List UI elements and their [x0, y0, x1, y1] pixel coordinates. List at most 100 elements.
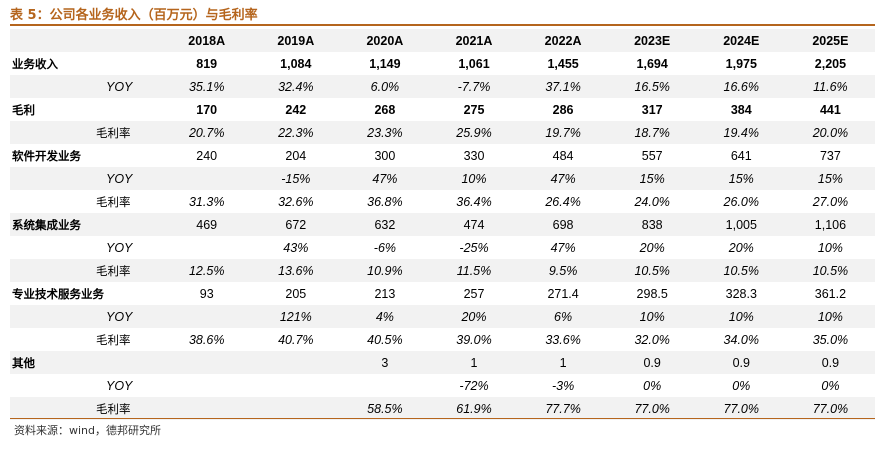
- table-cell: 10.5%: [785, 259, 875, 282]
- table-cell: 2,205: [814, 56, 847, 71]
- table-cell: 47%: [340, 167, 430, 190]
- table-cell: 361.2: [814, 286, 847, 301]
- table-cell: 61.9%: [429, 397, 519, 420]
- table-cell: 15%: [607, 167, 697, 190]
- table-cell: 27.0%: [812, 194, 849, 209]
- table-cell: 33.6%: [545, 332, 581, 347]
- table-cell: -72%: [459, 378, 489, 393]
- table-cell: 34.0%: [723, 332, 759, 347]
- table-cell: 213: [374, 286, 396, 301]
- table-row: YOY 121% 4% 20% 6% 10% 10% 10%: [10, 305, 875, 328]
- header-cell-blank: [10, 29, 163, 52]
- table-cell: 77.0%: [785, 397, 875, 420]
- table-cell: 1,149: [369, 56, 401, 71]
- table-cell: 672: [251, 213, 341, 236]
- row-label: YOY: [106, 240, 133, 255]
- table-cell: -15%: [251, 167, 341, 190]
- table-cell: 1: [429, 351, 519, 374]
- table-row: 软件开发业务 240 204 300 330 484 557 641 737: [10, 144, 875, 167]
- table-cell: 43%: [283, 240, 309, 255]
- table-row: 毛利率 31.3% 32.6% 36.8% 36.4% 26.4% 24.0% 26.0% 27…: [10, 190, 875, 213]
- table-row: 毛利率 58.5% 61.9% 77.7% 77.0% 77.0% 77.0%: [10, 397, 875, 420]
- table-cell: 1,005: [696, 213, 786, 236]
- header-cell-year: 2019A: [251, 29, 341, 52]
- row-label: 系统集成业务: [10, 213, 163, 236]
- table-cell: 257: [463, 286, 485, 301]
- table-cell: 0%: [821, 378, 840, 393]
- header-cell-year: 2023E: [607, 29, 697, 52]
- table-cell: 10%: [696, 305, 786, 328]
- table-cell: 77.0%: [607, 397, 697, 420]
- row-label: 毛利率: [96, 332, 131, 347]
- table-cell: -3%: [551, 378, 575, 393]
- table-cell: 0.9: [785, 351, 875, 374]
- table-cell: 271.4: [547, 286, 579, 301]
- table-cell: 838: [607, 213, 697, 236]
- table-cell: -6%: [373, 240, 397, 255]
- table-cell: 77.7%: [518, 397, 608, 420]
- table-cell: 286: [552, 102, 574, 117]
- row-label: 业务收入: [12, 56, 58, 71]
- table-cell: 15%: [785, 167, 875, 190]
- table-cell: 632: [340, 213, 430, 236]
- table-cell: 1,975: [725, 56, 757, 71]
- table-cell: 268: [374, 102, 396, 117]
- table-cell: [162, 397, 252, 420]
- table-row: 毛利率 20.7% 22.3% 23.3% 25.9% 19.7% 18.7% 19.4% 20…: [10, 121, 875, 144]
- table-cell: 0%: [732, 378, 751, 393]
- table-cell: 469: [162, 213, 252, 236]
- table-cell: 26.0%: [723, 194, 759, 209]
- table-cell: [162, 374, 251, 397]
- table-cell: 1,084: [280, 56, 312, 71]
- table-cell: 11.5%: [429, 259, 519, 282]
- table-cell: 40.5%: [367, 332, 403, 347]
- table-cell: 32.0%: [634, 332, 670, 347]
- table-cell: 6.0%: [340, 75, 430, 98]
- table-cell: 4%: [340, 305, 430, 328]
- table-cell: 10.5%: [607, 259, 697, 282]
- table-cell: 441: [819, 102, 841, 117]
- table-cell: [251, 374, 340, 397]
- table-cell: [162, 351, 252, 374]
- header-cell-year: 2021A: [429, 29, 519, 52]
- row-label: 毛利率: [10, 121, 163, 144]
- table-cell: 10%: [785, 305, 875, 328]
- row-label: 毛利: [12, 102, 35, 117]
- table-cell: 9.5%: [518, 259, 608, 282]
- table-cell: 10.5%: [696, 259, 786, 282]
- table-cell: 24.0%: [634, 194, 670, 209]
- bottom-rule: [10, 418, 875, 419]
- row-label: 专业技术服务业务: [12, 286, 104, 301]
- table-cell: 18.7%: [607, 121, 697, 144]
- table-cell: 37.1%: [518, 75, 608, 98]
- table-cell: 240: [196, 148, 218, 163]
- table-cell: [251, 397, 341, 420]
- table-cell: 20%: [429, 305, 519, 328]
- table-cell: 300: [374, 148, 396, 163]
- row-label: 毛利率: [10, 259, 163, 282]
- table-cell: 0.9: [607, 351, 697, 374]
- table-cell: -7.7%: [429, 75, 519, 98]
- table-cell: 15%: [696, 167, 786, 190]
- table-cell: 1,061: [458, 56, 490, 71]
- row-label: 毛利率: [10, 397, 163, 420]
- table-cell: 20.0%: [785, 121, 875, 144]
- table-cell: 20.7%: [162, 121, 252, 144]
- table-cell: 13.6%: [251, 259, 341, 282]
- table-cell: 0%: [643, 378, 662, 393]
- table-cell: 204: [285, 148, 307, 163]
- table-cell: 39.0%: [456, 332, 492, 347]
- table-cell: 384: [730, 102, 752, 117]
- table-cell: 298.5: [636, 286, 668, 301]
- row-label: YOY: [10, 305, 163, 328]
- table-cell: 641: [730, 148, 752, 163]
- table-cell: 242: [285, 102, 307, 117]
- table-row: 毛利率 38.6% 40.7% 40.5% 39.0% 33.6% 32.0% 34.0% 35…: [10, 328, 875, 351]
- table-row: YOY -72% -3% 0% 0% 0%: [10, 374, 875, 397]
- table-cell: 36.4%: [456, 194, 492, 209]
- table-row: YOY 35.1% 32.4% 6.0% -7.7% 37.1% 16.5% 16.6% 11.…: [10, 75, 875, 98]
- table-cell: 16.5%: [607, 75, 697, 98]
- table-cell: [162, 305, 252, 328]
- table-cell: 23.3%: [340, 121, 430, 144]
- table-cell: 22.3%: [251, 121, 341, 144]
